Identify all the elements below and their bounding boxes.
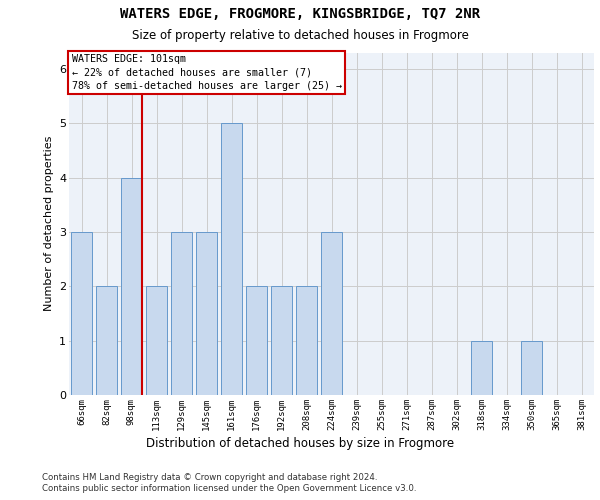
Text: Contains HM Land Registry data © Crown copyright and database right 2024.: Contains HM Land Registry data © Crown c… xyxy=(42,472,377,482)
Text: Distribution of detached houses by size in Frogmore: Distribution of detached houses by size … xyxy=(146,438,454,450)
Bar xyxy=(471,340,492,395)
Bar xyxy=(121,178,142,395)
Text: WATERS EDGE, FROGMORE, KINGSBRIDGE, TQ7 2NR: WATERS EDGE, FROGMORE, KINGSBRIDGE, TQ7 … xyxy=(120,6,480,20)
Y-axis label: Number of detached properties: Number of detached properties xyxy=(44,136,53,312)
Bar xyxy=(246,286,267,395)
Bar xyxy=(221,123,242,395)
Text: Contains public sector information licensed under the Open Government Licence v3: Contains public sector information licen… xyxy=(42,484,416,493)
Text: Size of property relative to detached houses in Frogmore: Size of property relative to detached ho… xyxy=(131,29,469,42)
Bar xyxy=(271,286,292,395)
Bar xyxy=(171,232,192,395)
Bar xyxy=(196,232,217,395)
Bar xyxy=(321,232,342,395)
Bar xyxy=(146,286,167,395)
Bar xyxy=(96,286,117,395)
Bar xyxy=(71,232,92,395)
Bar xyxy=(296,286,317,395)
Bar xyxy=(521,340,542,395)
Text: WATERS EDGE: 101sqm
← 22% of detached houses are smaller (7)
78% of semi-detache: WATERS EDGE: 101sqm ← 22% of detached ho… xyxy=(71,54,341,90)
